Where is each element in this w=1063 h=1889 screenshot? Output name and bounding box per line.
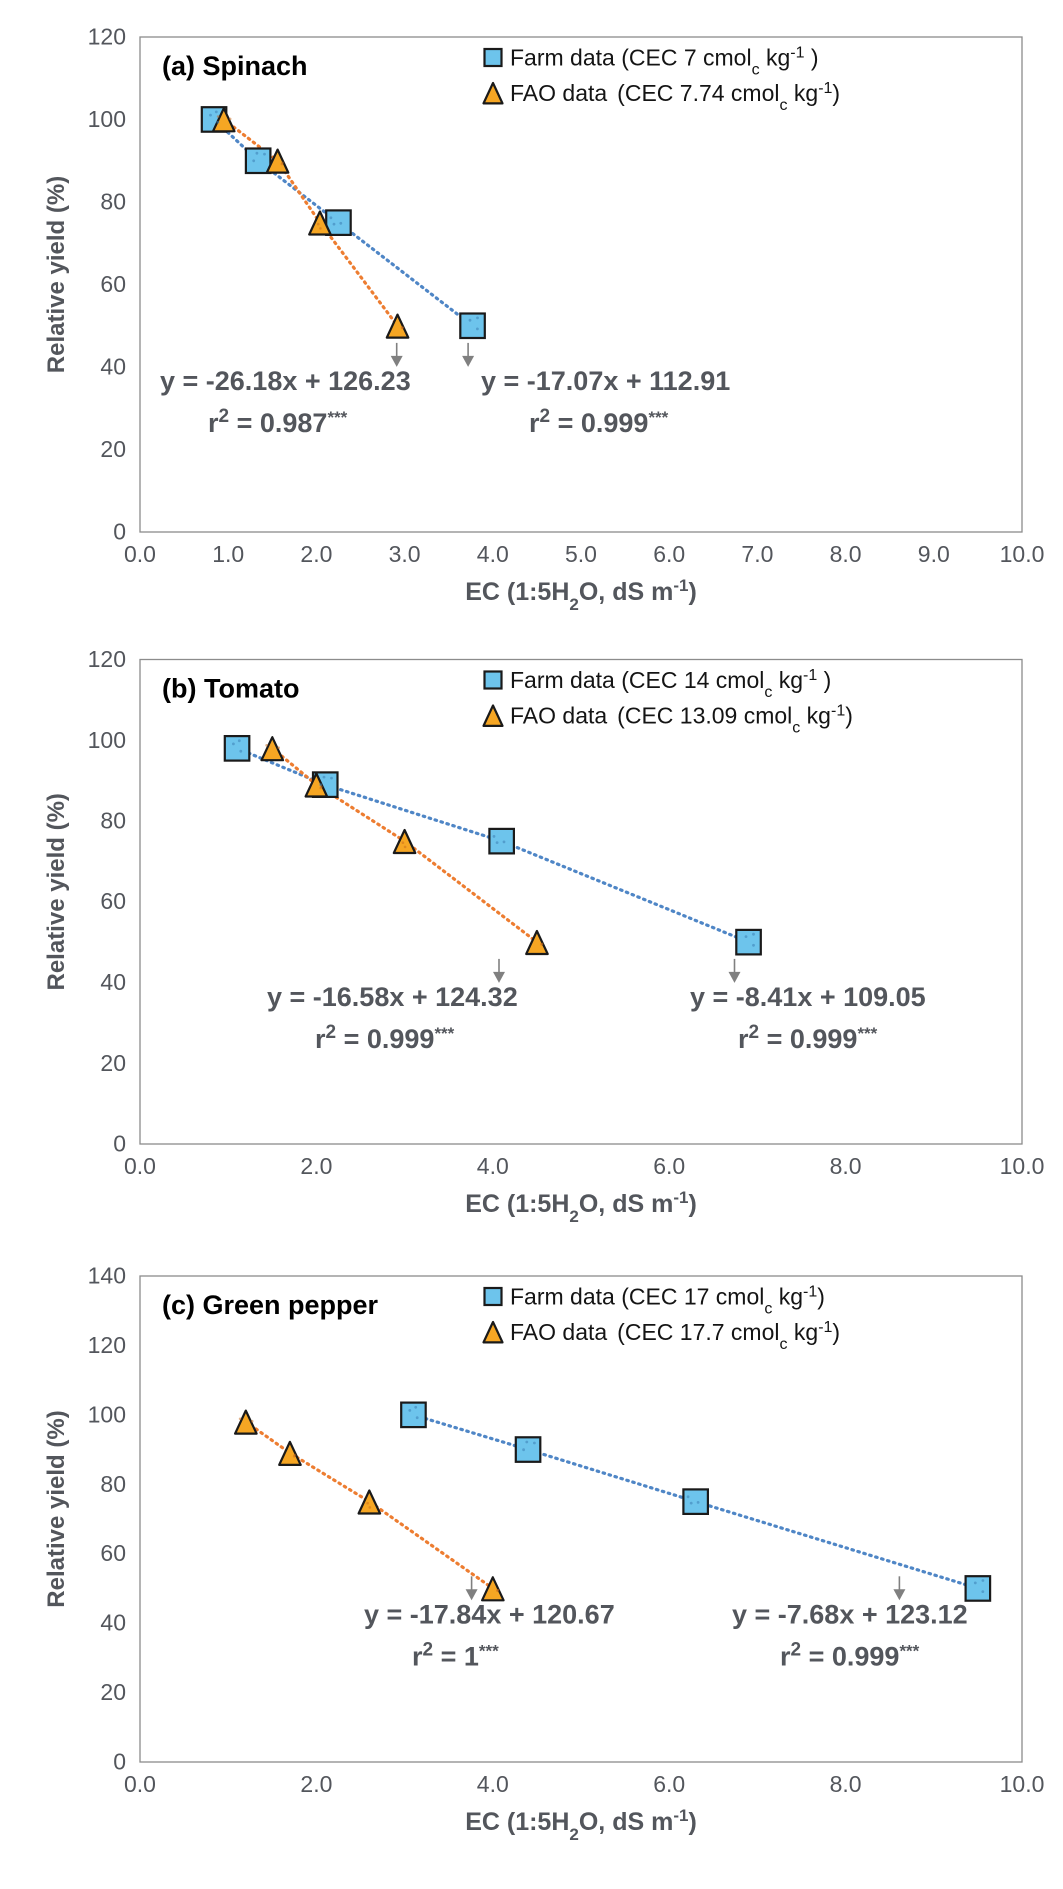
svg-text:r2 = 0.999***: r2 = 0.999*** [315, 1021, 455, 1054]
svg-text:4.0: 4.0 [477, 541, 509, 567]
svg-text:y = -8.41x + 109.05: y = -8.41x + 109.05 [690, 982, 926, 1012]
svg-text:60: 60 [100, 888, 126, 914]
svg-text:40: 40 [100, 1610, 126, 1636]
svg-text:8.0: 8.0 [830, 1771, 862, 1797]
svg-text:7.0: 7.0 [741, 541, 773, 567]
svg-text:100: 100 [88, 727, 126, 753]
svg-text:60: 60 [100, 271, 126, 297]
svg-text:4.0: 4.0 [477, 1771, 509, 1797]
svg-text:120: 120 [88, 1332, 126, 1358]
svg-text:y = -17.07x + 112.91: y = -17.07x + 112.91 [481, 366, 730, 396]
svg-text:(c) Green pepper: (c) Green pepper [162, 1290, 379, 1320]
svg-text:1.0: 1.0 [212, 541, 244, 567]
svg-text:(a) Spinach: (a) Spinach [162, 51, 308, 81]
svg-text:r2 = 0.999***: r2 = 0.999*** [738, 1021, 878, 1054]
svg-text:120: 120 [88, 646, 126, 672]
svg-text:y = -17.84x + 120.67: y = -17.84x + 120.67 [364, 1599, 615, 1629]
svg-text:Relative yield (%): Relative yield (%) [43, 1410, 70, 1607]
svg-text:y = -16.58x + 124.32: y = -16.58x + 124.32 [267, 982, 518, 1012]
svg-text:r2 = 0.999***: r2 = 0.999*** [780, 1639, 920, 1672]
svg-text:6.0: 6.0 [653, 1153, 685, 1179]
svg-text:4.0: 4.0 [477, 1153, 509, 1179]
svg-text:100: 100 [88, 1401, 126, 1427]
svg-text:(b) Tomato: (b) Tomato [162, 674, 299, 704]
svg-text:Relative yield (%): Relative yield (%) [43, 176, 70, 373]
svg-text:6.0: 6.0 [653, 541, 685, 567]
svg-text:y = -7.68x + 123.12: y = -7.68x + 123.12 [732, 1599, 968, 1629]
svg-text:0.0: 0.0 [124, 1153, 156, 1179]
svg-text:10.0: 10.0 [1000, 541, 1045, 567]
svg-text:20: 20 [100, 1050, 126, 1076]
svg-text:r2 = 0.999***: r2 = 0.999*** [529, 405, 669, 438]
svg-text:r2 = 0.987***: r2 = 0.987*** [208, 405, 348, 438]
svg-text:140: 140 [88, 1263, 126, 1289]
svg-text:3.0: 3.0 [389, 541, 421, 567]
svg-text:20: 20 [100, 436, 126, 462]
svg-text:2.0: 2.0 [300, 1771, 332, 1797]
svg-text:120: 120 [88, 24, 126, 50]
svg-text:5.0: 5.0 [565, 541, 597, 567]
svg-text:20: 20 [100, 1679, 126, 1705]
svg-text:y = -26.18x + 126.23: y = -26.18x + 126.23 [160, 366, 411, 396]
svg-text:0.0: 0.0 [124, 541, 156, 567]
svg-text:2.0: 2.0 [300, 541, 332, 567]
svg-text:40: 40 [100, 969, 126, 995]
svg-text:0.0: 0.0 [124, 1771, 156, 1797]
svg-text:100: 100 [88, 106, 126, 132]
svg-text:6.0: 6.0 [653, 1771, 685, 1797]
svg-text:2.0: 2.0 [300, 1153, 332, 1179]
svg-text:9.0: 9.0 [918, 541, 950, 567]
svg-text:8.0: 8.0 [830, 1153, 862, 1179]
svg-text:40: 40 [100, 354, 126, 380]
svg-text:10.0: 10.0 [1000, 1153, 1045, 1179]
svg-text:10.0: 10.0 [1000, 1771, 1045, 1797]
svg-text:Relative yield (%): Relative yield (%) [43, 793, 70, 990]
svg-text:8.0: 8.0 [830, 541, 862, 567]
svg-text:80: 80 [100, 1471, 126, 1497]
svg-text:80: 80 [100, 808, 126, 834]
svg-text:80: 80 [100, 189, 126, 215]
svg-text:60: 60 [100, 1540, 126, 1566]
